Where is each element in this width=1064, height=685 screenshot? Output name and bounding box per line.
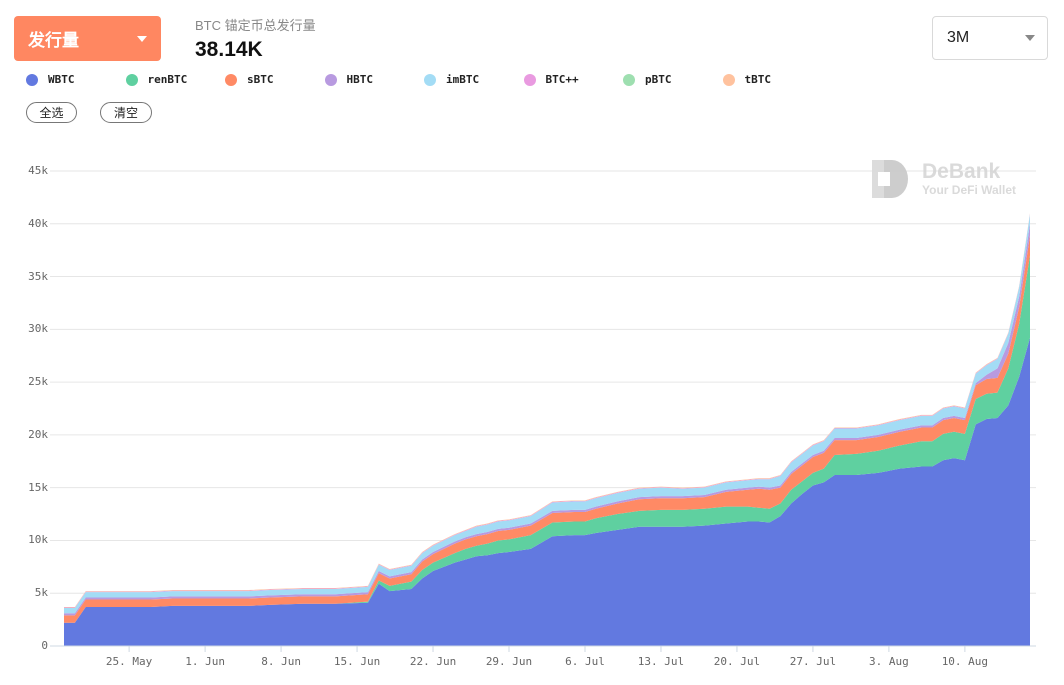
chart-legend: WBTC renBTC sBTC HBTC imBTC BTC++ pBTC tBTC: [26, 73, 1026, 89]
x-tick-label: 15. Jun: [333, 655, 381, 668]
watermark-title: DeBank: [922, 160, 1001, 183]
y-tick-label: 25k: [28, 375, 48, 389]
y-tick-label: 35k: [28, 269, 48, 283]
legend-label: tBTC: [744, 73, 772, 86]
legend-item[interactable]: WBTC: [26, 73, 75, 86]
legend-label: renBTC: [147, 73, 188, 86]
legend-item[interactable]: renBTC: [125, 73, 188, 86]
y-tick-label: 20k: [28, 427, 48, 441]
legend-swatch-icon: [125, 73, 138, 86]
legend-swatch-icon: [225, 73, 237, 86]
x-tick-label: 27. Jul: [789, 655, 837, 668]
y-tick-label: 30k: [28, 322, 48, 336]
y-tick-label: 15k: [28, 480, 48, 494]
clear-button[interactable]: 清空: [100, 102, 152, 123]
legend-swatch-icon: [26, 73, 38, 86]
legend-swatch-icon: [523, 73, 536, 86]
legend-label: pBTC: [645, 73, 672, 86]
time-range-dropdown[interactable]: 3M: [932, 16, 1048, 60]
x-tick-label: 20. Jul: [713, 655, 761, 668]
legend-label: HBTC: [346, 73, 374, 86]
legend-swatch-icon: [623, 73, 635, 86]
legend-item[interactable]: imBTC: [424, 73, 479, 86]
legend-item[interactable]: HBTC: [324, 73, 374, 86]
legend-item[interactable]: BTC++: [523, 73, 579, 86]
summary-value: 38.14K: [195, 38, 263, 61]
watermark-subtitle: Your DeFi Wallet: [922, 183, 1017, 197]
x-tick-label: 1. Jun: [185, 655, 225, 668]
metric-dropdown[interactable]: 发行量: [14, 16, 161, 61]
legend-swatch-icon: [722, 73, 735, 86]
x-tick-label: 8. Jun: [261, 655, 301, 668]
legend-label: imBTC: [446, 73, 480, 86]
legend-item[interactable]: sBTC: [225, 73, 274, 86]
x-tick-label: 10. Aug: [941, 655, 989, 668]
x-tick-label: 3. Aug: [869, 655, 909, 668]
chevron-down-icon: [137, 35, 147, 42]
legend-swatch-icon: [324, 73, 337, 86]
x-tick-label: 13. Jul: [637, 655, 685, 668]
x-tick-label: 29. Jun: [485, 655, 533, 668]
x-tick-label: 25. May: [105, 655, 153, 668]
y-tick-label: 45k: [28, 164, 48, 177]
series-area-wbtc[interactable]: [64, 337, 1030, 646]
metric-dropdown-label: 发行量: [28, 31, 79, 50]
y-tick-label: 0: [41, 639, 48, 652]
time-range-value: 3M: [947, 29, 970, 46]
legend-swatch-icon: [424, 73, 436, 86]
legend-label: sBTC: [247, 73, 274, 86]
x-tick-label: 22. Jun: [409, 655, 457, 668]
legend-label: BTC++: [545, 73, 579, 86]
debank-watermark: DeBank Your DeFi Wallet: [872, 160, 1016, 198]
legend-item[interactable]: tBTC: [722, 73, 772, 86]
select-all-button[interactable]: 全选: [26, 102, 77, 123]
y-tick-label: 10k: [28, 533, 48, 547]
chevron-down-icon: [1025, 35, 1035, 41]
legend-label: WBTC: [48, 73, 75, 86]
x-tick-label: 6. Jul: [565, 655, 605, 668]
y-tick-label: 5k: [34, 586, 48, 600]
legend-item[interactable]: pBTC: [623, 73, 672, 86]
y-tick-label: 40k: [28, 216, 48, 230]
summary-block: BTC 锚定币总发行量 38.14K: [195, 15, 316, 62]
debank-logo-icon: [872, 160, 908, 198]
summary-title: BTC 锚定币总发行量: [195, 18, 316, 33]
